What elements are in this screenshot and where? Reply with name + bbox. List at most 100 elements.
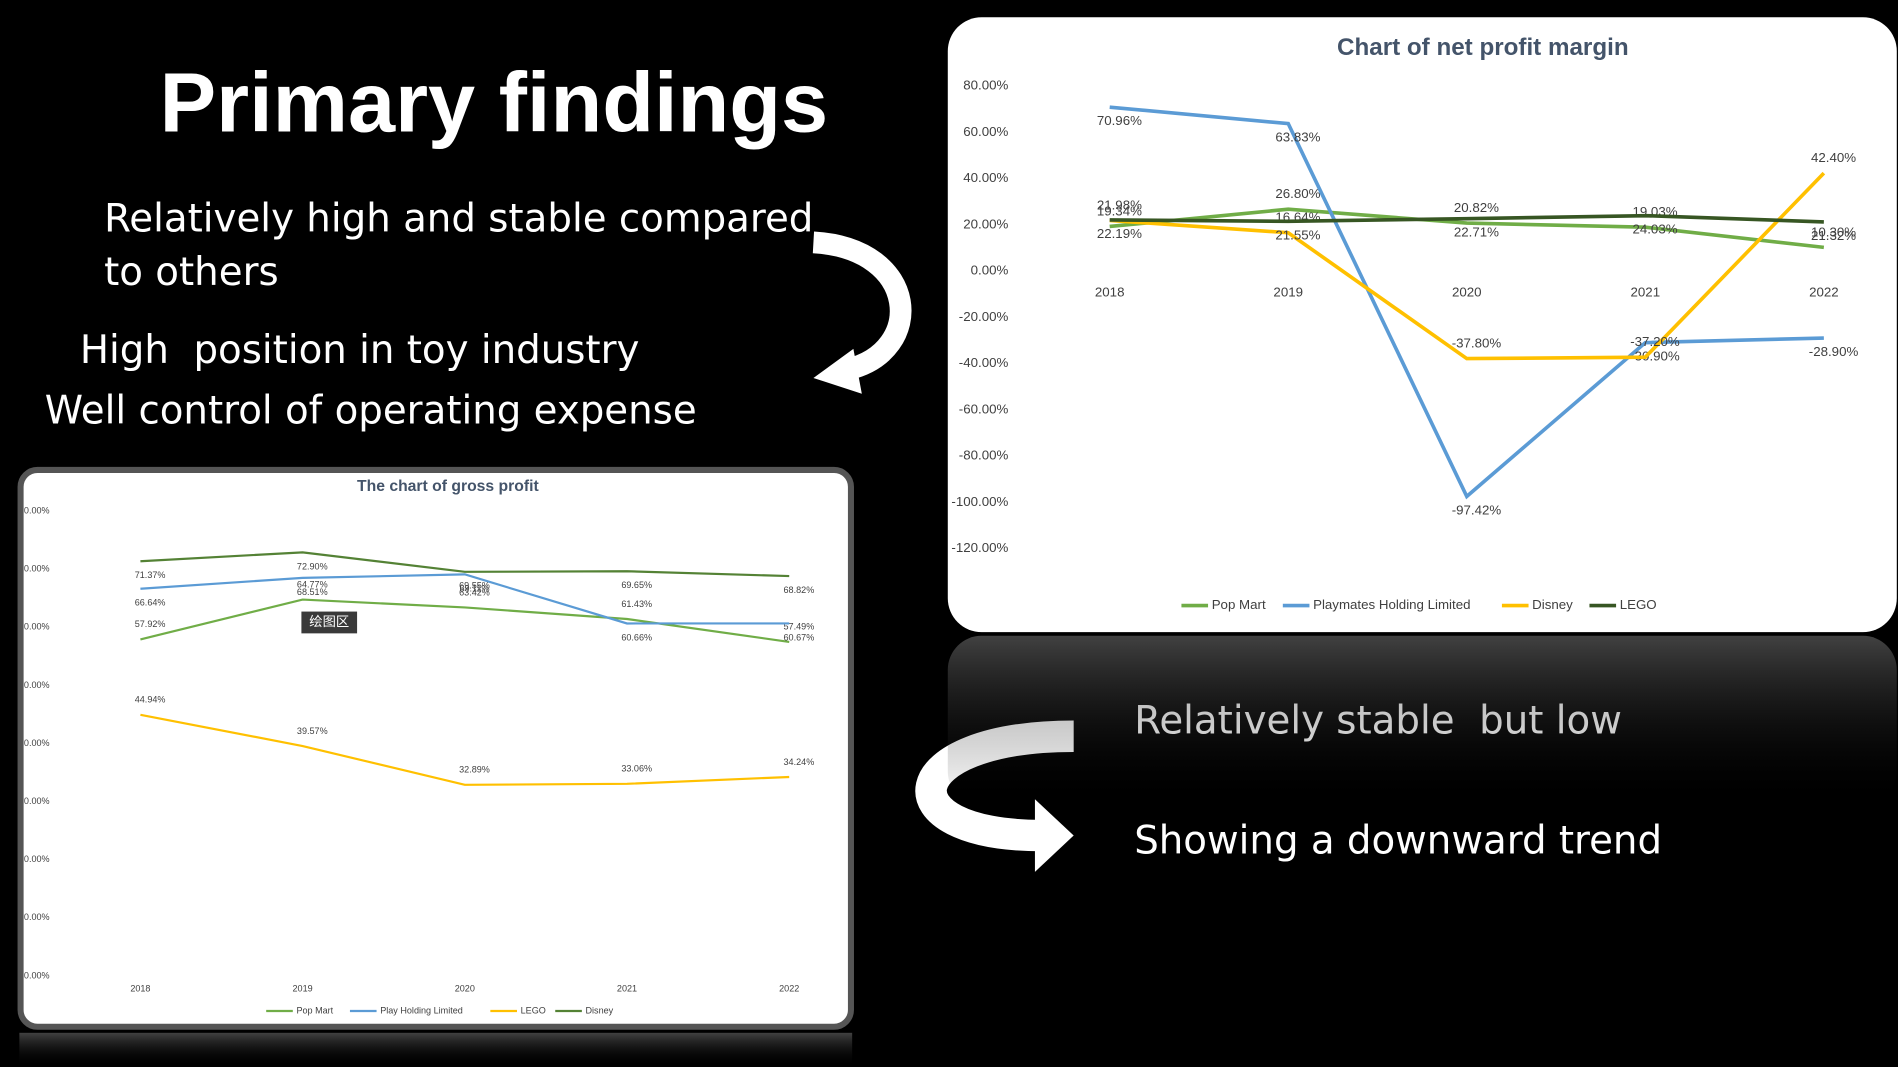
data-label: 70.96% xyxy=(1097,113,1142,128)
data-label: 21.98% xyxy=(1097,197,1142,212)
data-label: 22.19% xyxy=(1097,226,1142,241)
data-label: 64.77% xyxy=(297,579,328,589)
chart-title: Chart of net profit margin xyxy=(1337,34,1629,61)
data-label: 34.24% xyxy=(784,757,815,767)
data-label: 57.49% xyxy=(784,622,815,632)
legend-label: LEGO xyxy=(1620,597,1657,612)
legend-label: Disney xyxy=(585,1005,613,1015)
data-label: 32.89% xyxy=(459,765,490,775)
series-line xyxy=(1109,171,1826,361)
data-label: 69.65% xyxy=(621,580,652,590)
data-label: 69.11% xyxy=(459,583,489,593)
slide-title: Primary findings xyxy=(160,55,828,150)
y-tick-label: 10.00% xyxy=(19,912,50,922)
note: Relatively high and stable compared to o… xyxy=(104,195,826,295)
data-label: 60.67% xyxy=(784,632,815,642)
data-label: -97.42% xyxy=(1452,502,1502,517)
chart-card xyxy=(947,17,1897,633)
x-tick-label: 2018 xyxy=(130,984,150,994)
data-label: 42.40% xyxy=(1811,150,1856,165)
data-label: 63.42% xyxy=(459,587,490,597)
data-label: 19.34% xyxy=(1097,203,1142,218)
data-label: -30.90% xyxy=(1630,349,1680,364)
chart-card xyxy=(17,466,854,1030)
y-tick-label: -80.00% xyxy=(959,448,1009,463)
gross-profit-chart: The chart of gross profit 0.00% 10.00% 20.0… xyxy=(19,478,815,1015)
data-label: 66.64% xyxy=(135,598,166,608)
data-label: 22.71% xyxy=(1454,225,1499,240)
data-label: 71.37% xyxy=(135,570,166,580)
data-label: 20.82% xyxy=(1454,200,1499,215)
series-line xyxy=(1109,207,1825,250)
series-line xyxy=(140,551,790,578)
data-label: 10.30% xyxy=(1811,224,1856,239)
data-label: 57.92% xyxy=(135,619,166,629)
data-label: 21.32% xyxy=(1811,228,1856,243)
legend-label: Play Holding Limited xyxy=(380,1005,463,1015)
legend-label: Playmates Holding Limited xyxy=(1313,597,1470,612)
y-tick-label: -40.00% xyxy=(959,355,1009,370)
data-label: 60.66% xyxy=(621,632,652,642)
annotation-box xyxy=(301,611,358,634)
y-tick-label: 40.00% xyxy=(963,170,1008,185)
y-tick-label: 80.00% xyxy=(19,505,50,515)
series-line xyxy=(1109,105,1824,500)
x-tick-label: 2022 xyxy=(1809,284,1839,299)
y-tick-label: 70.00% xyxy=(19,564,50,574)
y-tick-label: -100.00% xyxy=(951,494,1008,509)
x-tick-label: 2020 xyxy=(1452,284,1482,299)
data-label: 33.06% xyxy=(621,764,652,774)
y-tick-label: 30.00% xyxy=(19,796,50,806)
data-label: -37.80% xyxy=(1452,336,1502,351)
y-tick-label: -60.00% xyxy=(959,401,1009,416)
data-label: 72.90% xyxy=(297,561,328,571)
legend-label: LEGO xyxy=(521,1005,546,1015)
series-line xyxy=(140,573,790,625)
data-label: 44.94% xyxy=(135,695,166,705)
note: High position in toy industry xyxy=(80,328,640,373)
note-box: Relatively high and stable compared to o… xyxy=(104,195,826,295)
data-label: 68.51% xyxy=(297,587,328,597)
y-tick-label: -120.00% xyxy=(951,540,1008,555)
data-label: 39.57% xyxy=(297,726,328,736)
reflection xyxy=(19,1032,853,1067)
data-label: 26.80% xyxy=(1275,186,1320,201)
y-tick-label: 20.00% xyxy=(19,854,50,864)
legend-label: Pop Mart xyxy=(296,1005,333,1015)
data-label: 69.55% xyxy=(459,581,490,591)
series-line xyxy=(140,713,790,786)
y-tick-label: 0.00% xyxy=(24,970,50,980)
x-tick-label: 2019 xyxy=(293,984,313,994)
x-tick-label: 2022 xyxy=(779,984,799,994)
y-tick-label: 20.00% xyxy=(963,216,1008,231)
y-tick-label: 80.00% xyxy=(963,78,1008,93)
series-line xyxy=(1109,213,1824,224)
chart-title: The chart of gross profit xyxy=(357,478,539,495)
note: Showing a downward trend xyxy=(1134,818,1662,863)
net-profit-chart: Chart of net profit margin -120.00% -100.0… xyxy=(951,34,1858,612)
series-line xyxy=(140,598,790,643)
data-label: 21.55% xyxy=(1275,227,1320,242)
y-tick-label: 60.00% xyxy=(963,124,1008,139)
arrow xyxy=(812,231,912,381)
y-tick-label: 0.00% xyxy=(971,263,1009,278)
reflection xyxy=(947,635,1897,806)
y-tick-label: 40.00% xyxy=(19,738,50,748)
legend-label: Disney xyxy=(1532,597,1573,612)
arrow-head xyxy=(1034,799,1074,872)
data-label: 61.43% xyxy=(621,599,652,609)
arrow-head xyxy=(813,348,862,394)
legend-label: Pop Mart xyxy=(1212,597,1266,612)
y-tick-label: 60.00% xyxy=(19,622,50,632)
data-label: -28.90% xyxy=(1809,344,1859,359)
annotation: 绘图区 xyxy=(309,614,349,629)
x-tick-label: 2021 xyxy=(1631,284,1661,299)
x-tick-label: 2019 xyxy=(1273,284,1303,299)
y-tick-label: -20.00% xyxy=(959,309,1009,324)
x-tick-label: 2021 xyxy=(617,984,637,994)
y-tick-label: 50.00% xyxy=(19,680,50,690)
x-tick-label: 2020 xyxy=(455,984,475,994)
data-label: 68.82% xyxy=(784,585,815,595)
